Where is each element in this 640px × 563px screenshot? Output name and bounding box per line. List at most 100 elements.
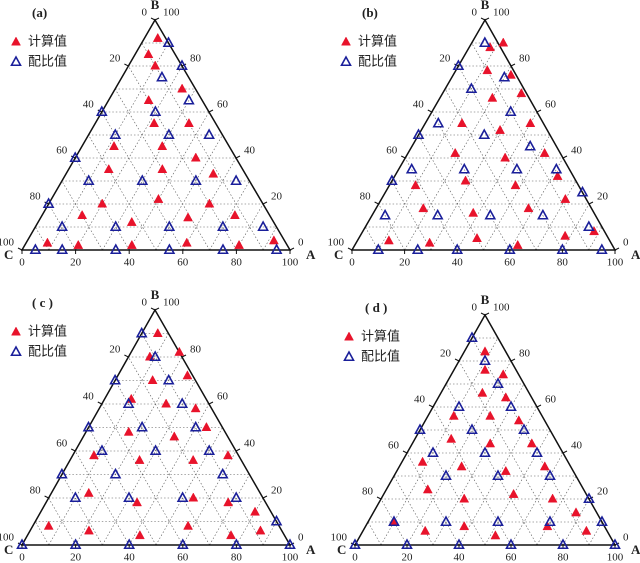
a-tick-label: 0 bbox=[19, 257, 25, 269]
b-tick-label: 20 bbox=[597, 486, 609, 498]
grid-line bbox=[48, 42, 169, 251]
legend-label: 计算值 bbox=[28, 324, 67, 340]
c-tick-label: 40 bbox=[83, 99, 95, 111]
vertex-label: A bbox=[631, 542, 640, 557]
b-tick bbox=[154, 17, 160, 21]
data-point bbox=[510, 180, 521, 190]
b-tick-label: 40 bbox=[244, 145, 256, 157]
data-point bbox=[544, 469, 556, 481]
grid-line bbox=[419, 429, 486, 546]
c-tick-label: 60 bbox=[56, 145, 68, 157]
data-point bbox=[181, 237, 192, 247]
legend-marker bbox=[340, 55, 352, 67]
b-tick-label: 60 bbox=[545, 99, 557, 111]
data-point bbox=[190, 403, 201, 413]
legend-label: 配比值 bbox=[361, 349, 400, 365]
grid-line bbox=[471, 42, 589, 251]
data-point bbox=[524, 139, 537, 151]
data-point bbox=[77, 209, 88, 219]
data-point bbox=[485, 438, 496, 448]
data-point bbox=[42, 197, 55, 209]
data-point bbox=[477, 387, 488, 397]
a-tick-label: 60 bbox=[506, 552, 518, 563]
data-point bbox=[458, 162, 471, 174]
legend-marker bbox=[10, 55, 22, 67]
grid-line bbox=[88, 134, 157, 251]
grid-line bbox=[418, 134, 484, 251]
data-point bbox=[270, 514, 283, 526]
a-tick-label: 0 bbox=[349, 257, 355, 269]
a-tick-label: 40 bbox=[124, 257, 136, 269]
data-point bbox=[152, 327, 163, 337]
data-point bbox=[457, 117, 467, 127]
a-tick-label: 80 bbox=[557, 257, 569, 269]
legend-marker bbox=[11, 326, 21, 336]
c-tick-label: 40 bbox=[414, 394, 426, 406]
data-point bbox=[56, 220, 68, 232]
data-point bbox=[122, 397, 135, 409]
grid-line bbox=[75, 356, 183, 546]
data-point bbox=[459, 493, 470, 503]
b-tick-label: 20 bbox=[597, 191, 609, 203]
b-tick bbox=[289, 247, 295, 251]
c-tick bbox=[347, 247, 353, 251]
b-tick-label: 0 bbox=[298, 532, 304, 544]
data-point bbox=[149, 350, 162, 362]
b-tick bbox=[536, 404, 542, 408]
c-tick-label: 80 bbox=[30, 191, 42, 203]
b-tick-label: 80 bbox=[190, 344, 202, 356]
data-point bbox=[411, 243, 424, 255]
c-tick bbox=[44, 495, 49, 499]
b-tick bbox=[510, 63, 516, 67]
b-tick-label: 100 bbox=[163, 297, 180, 309]
c-tick-label: 100 bbox=[0, 532, 15, 544]
c-tick bbox=[97, 401, 103, 405]
grid-line bbox=[141, 42, 264, 251]
data-point bbox=[97, 198, 108, 208]
b-tick bbox=[484, 312, 490, 316]
c-tick bbox=[17, 247, 23, 251]
data-point bbox=[89, 450, 99, 460]
data-point bbox=[498, 369, 509, 379]
c-tick bbox=[427, 109, 433, 113]
c-tick-label: 80 bbox=[360, 191, 372, 203]
grid-line bbox=[101, 403, 184, 546]
legend-marker bbox=[343, 350, 355, 362]
b-tick-label: 40 bbox=[571, 440, 583, 452]
data-point bbox=[513, 415, 524, 425]
data-point bbox=[69, 151, 82, 163]
data-point bbox=[223, 450, 233, 460]
data-point bbox=[126, 239, 137, 249]
data-point bbox=[547, 493, 558, 503]
c-tick bbox=[70, 448, 76, 452]
b-tick bbox=[562, 450, 568, 454]
data-point bbox=[177, 83, 188, 93]
data-point bbox=[176, 491, 189, 503]
data-point bbox=[583, 492, 595, 504]
data-point bbox=[525, 117, 536, 127]
data-point bbox=[56, 243, 69, 255]
grid-line bbox=[536, 475, 577, 546]
data-point bbox=[109, 373, 121, 385]
c-tick bbox=[374, 201, 379, 205]
b-tick-label: 0 bbox=[623, 532, 629, 544]
data-point bbox=[576, 185, 589, 197]
data-point bbox=[453, 400, 465, 412]
c-tick-label: 40 bbox=[413, 99, 425, 111]
data-point bbox=[217, 243, 229, 255]
b-tick-label: 0 bbox=[623, 237, 629, 249]
b-tick bbox=[235, 448, 241, 452]
grid-line bbox=[430, 88, 525, 251]
a-tick-label: 0 bbox=[352, 552, 358, 563]
data-point bbox=[498, 70, 511, 82]
data-point bbox=[156, 70, 168, 82]
data-point bbox=[149, 105, 162, 117]
data-point bbox=[143, 48, 154, 58]
data-point bbox=[95, 105, 108, 117]
data-point bbox=[82, 174, 95, 186]
data-point bbox=[505, 538, 517, 550]
data-point bbox=[84, 525, 94, 535]
c-tick-label: 60 bbox=[388, 440, 400, 452]
a-tick-label: 0 bbox=[19, 552, 25, 563]
data-point bbox=[372, 243, 385, 255]
